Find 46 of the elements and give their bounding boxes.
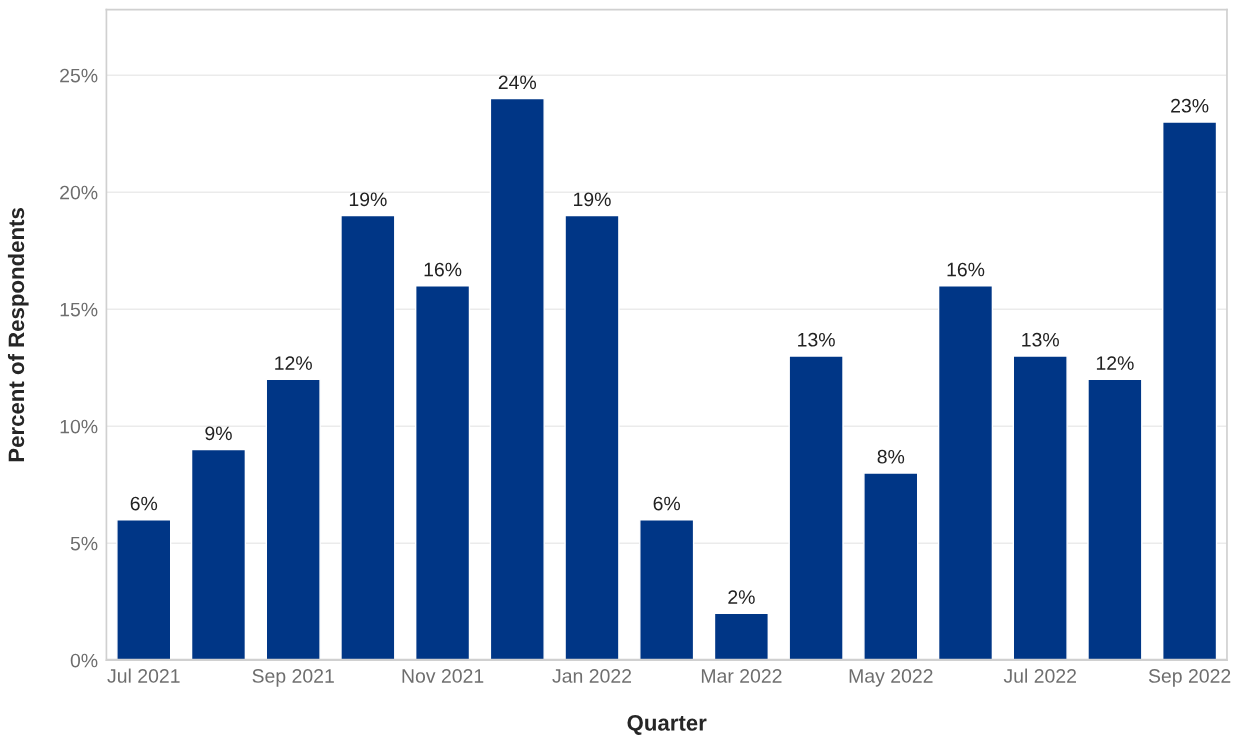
bar (1087, 378, 1143, 661)
x-tick-label: Jul 2022 (1003, 668, 1076, 683)
bar (265, 378, 321, 661)
data-label: 16% (947, 262, 985, 277)
bar (489, 97, 545, 661)
bar (190, 448, 247, 661)
bar (639, 519, 695, 661)
x-tick-label: Jan 2022 (552, 669, 632, 683)
x-tick-label: May 2022 (849, 669, 933, 687)
x-tick-label: Mar 2022 (701, 669, 782, 683)
bar (937, 285, 994, 661)
data-label: 8% (877, 449, 905, 464)
y-tick-label: 5% (70, 536, 98, 551)
bar (564, 214, 620, 661)
x-tick-label: Nov 2021 (402, 669, 484, 683)
bar (116, 519, 172, 661)
bar (1162, 121, 1218, 661)
y-tick-label: 10% (60, 419, 98, 434)
y-axis-title: Percent of Respondents (7, 208, 29, 462)
data-label: 6% (653, 496, 681, 511)
data-label: 2% (728, 590, 755, 604)
data-label: 19% (349, 192, 387, 207)
data-label: 19% (574, 192, 611, 207)
y-tick-label: 25% (60, 68, 98, 83)
y-tick-label: 0% (70, 653, 98, 668)
bar (414, 285, 471, 661)
x-tick-label: Sep 2022 (1148, 669, 1231, 687)
bar (1012, 355, 1068, 661)
data-label: 12% (275, 356, 312, 370)
data-label: 6% (130, 496, 158, 511)
y-tick-label: 15% (60, 302, 98, 317)
data-label: 12% (1096, 356, 1134, 370)
bar (713, 612, 769, 661)
data-label: 16% (424, 262, 462, 277)
x-axis-title: Quarter (627, 715, 707, 735)
y-tick-label: 20% (60, 185, 98, 200)
data-label: 13% (798, 332, 835, 347)
x-tick-label: Sep 2021 (252, 669, 334, 687)
bar (863, 472, 919, 661)
data-label: 13% (1022, 332, 1059, 347)
bar (340, 214, 396, 661)
data-label: 23% (1171, 98, 1209, 113)
data-label: 9% (205, 426, 232, 441)
bar (788, 355, 844, 661)
x-tick-label: Jul 2021 (107, 668, 180, 683)
data-label: 24% (498, 75, 537, 90)
